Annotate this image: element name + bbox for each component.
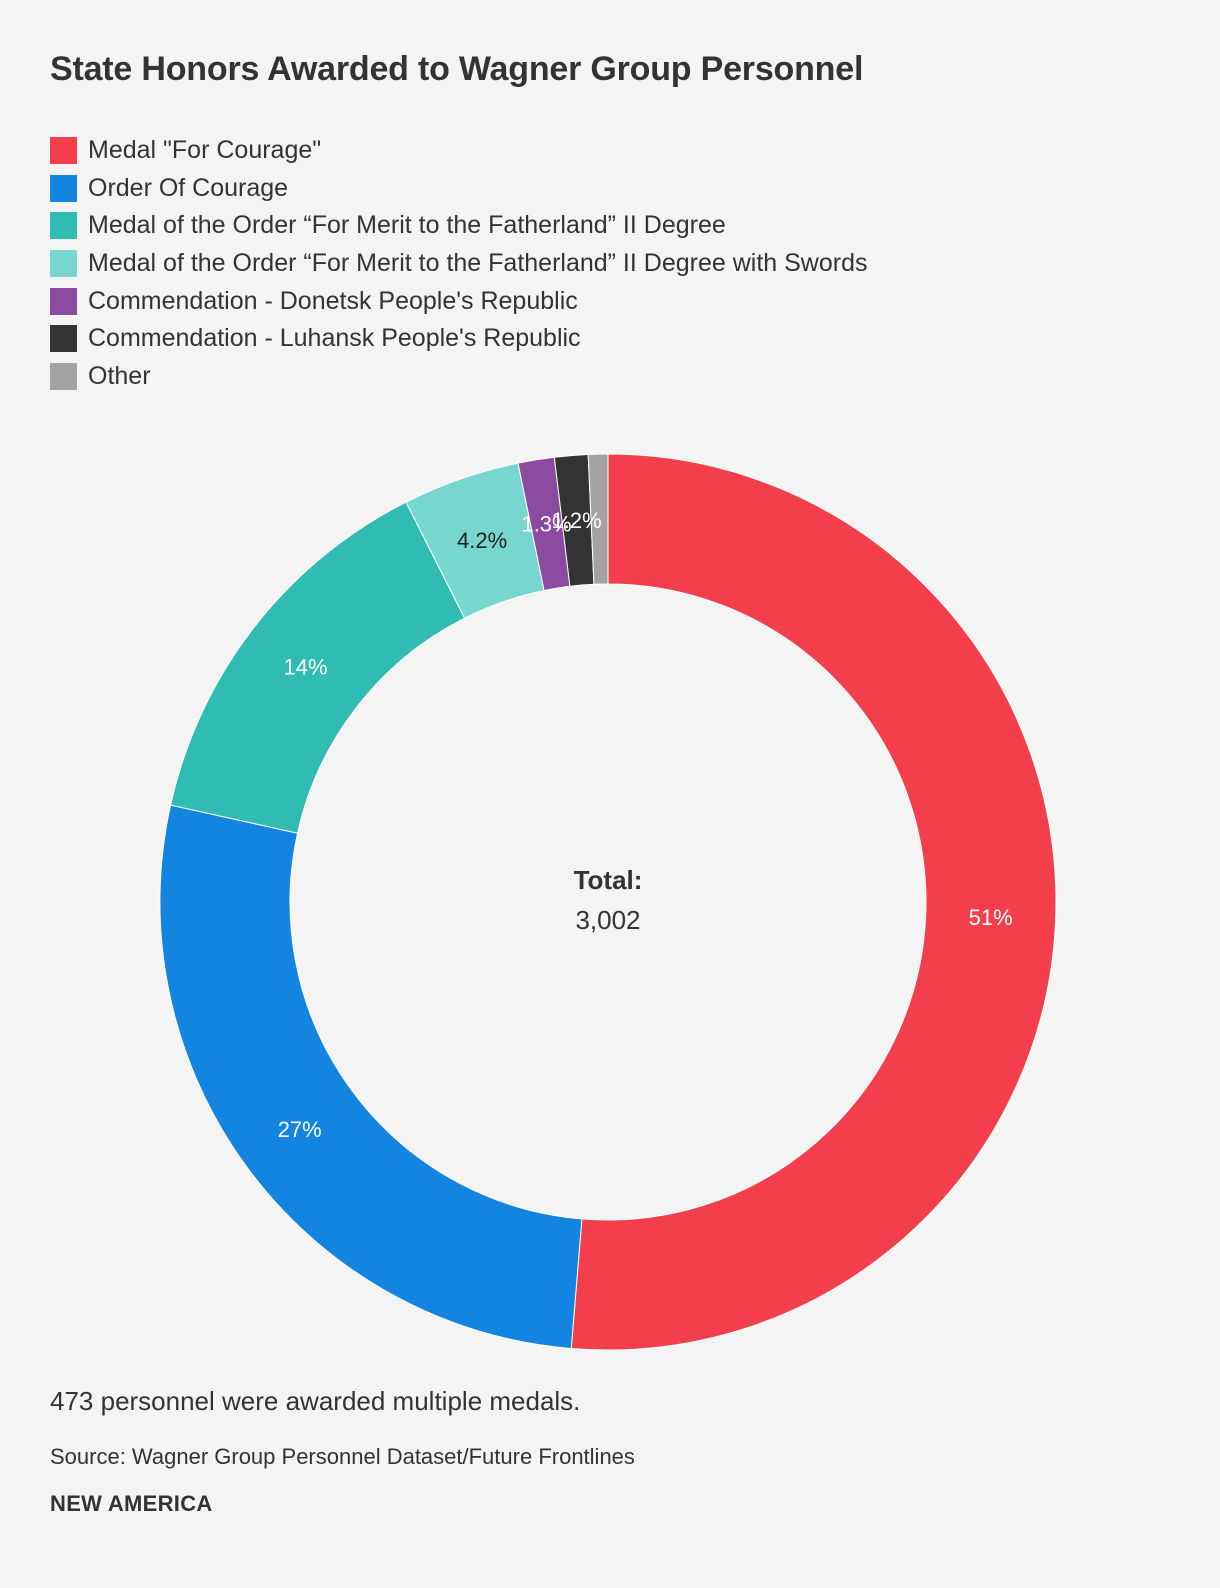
legend-item: Commendation - Luhansk People's Republic: [50, 320, 867, 358]
legend-label: Order Of Courage: [88, 173, 289, 202]
brand-logo-text: NEW AMERICA: [50, 1491, 213, 1516]
chart-source: Source: Wagner Group Personnel Dataset/F…: [50, 1444, 635, 1469]
donut-slice-labels: 51% 27% 14% 4.2% 1.3%1.2%: [278, 508, 1013, 1142]
donut-slice: [587, 453, 609, 585]
slice-value-label: 1.3%: [521, 511, 571, 536]
legend-swatch: [50, 212, 77, 240]
legend-swatch: [50, 174, 77, 202]
legend-label: Medal of the Order “For Merit to the Fat…: [88, 249, 868, 278]
center-total-label: Total:: [574, 865, 643, 895]
legend-swatch: [50, 250, 77, 278]
donut-slices: [159, 453, 1057, 1351]
legend-item: Order Of Courage: [50, 170, 867, 208]
legend-swatch: [50, 287, 77, 315]
legend-label: Commendation - Luhansk People's Republic: [88, 324, 581, 353]
slice-value-label: 4.2%: [457, 528, 507, 553]
chart-title: State Honors Awarded to Wagner Group Per…: [50, 50, 864, 88]
chart-legend: Medal "For Courage" Order Of Courage Med…: [50, 132, 867, 395]
legend-label: Other: [88, 361, 151, 390]
legend-item: Medal of the Order “For Merit to the Fat…: [50, 207, 867, 245]
donut-slice: [570, 453, 1057, 1351]
legend-label: Medal "For Courage": [88, 136, 322, 165]
legend-item: Medal of the Order “For Merit to the Fat…: [50, 245, 867, 283]
slice-value-label: 1.2%: [551, 508, 601, 533]
slice-value-label: 51%: [969, 905, 1013, 930]
legend-item: Medal "For Courage": [50, 132, 867, 170]
legend-item: Other: [50, 358, 867, 396]
legend-label: Medal of the Order “For Merit to the Fat…: [88, 211, 726, 240]
legend-item: Commendation - Donetsk People's Republic: [50, 282, 867, 320]
chart-note: 473 personnel were awarded multiple meda…: [50, 1386, 581, 1416]
donut-slice: [159, 804, 583, 1350]
slice-value-label: 14%: [284, 655, 328, 680]
legend-swatch: [50, 137, 77, 165]
legend-swatch: [50, 325, 77, 353]
slice-value-label: 27%: [278, 1117, 322, 1142]
center-total-value: 3,002: [575, 905, 640, 935]
legend-label: Commendation - Donetsk People's Republic: [88, 286, 578, 315]
legend-swatch: [50, 362, 77, 390]
